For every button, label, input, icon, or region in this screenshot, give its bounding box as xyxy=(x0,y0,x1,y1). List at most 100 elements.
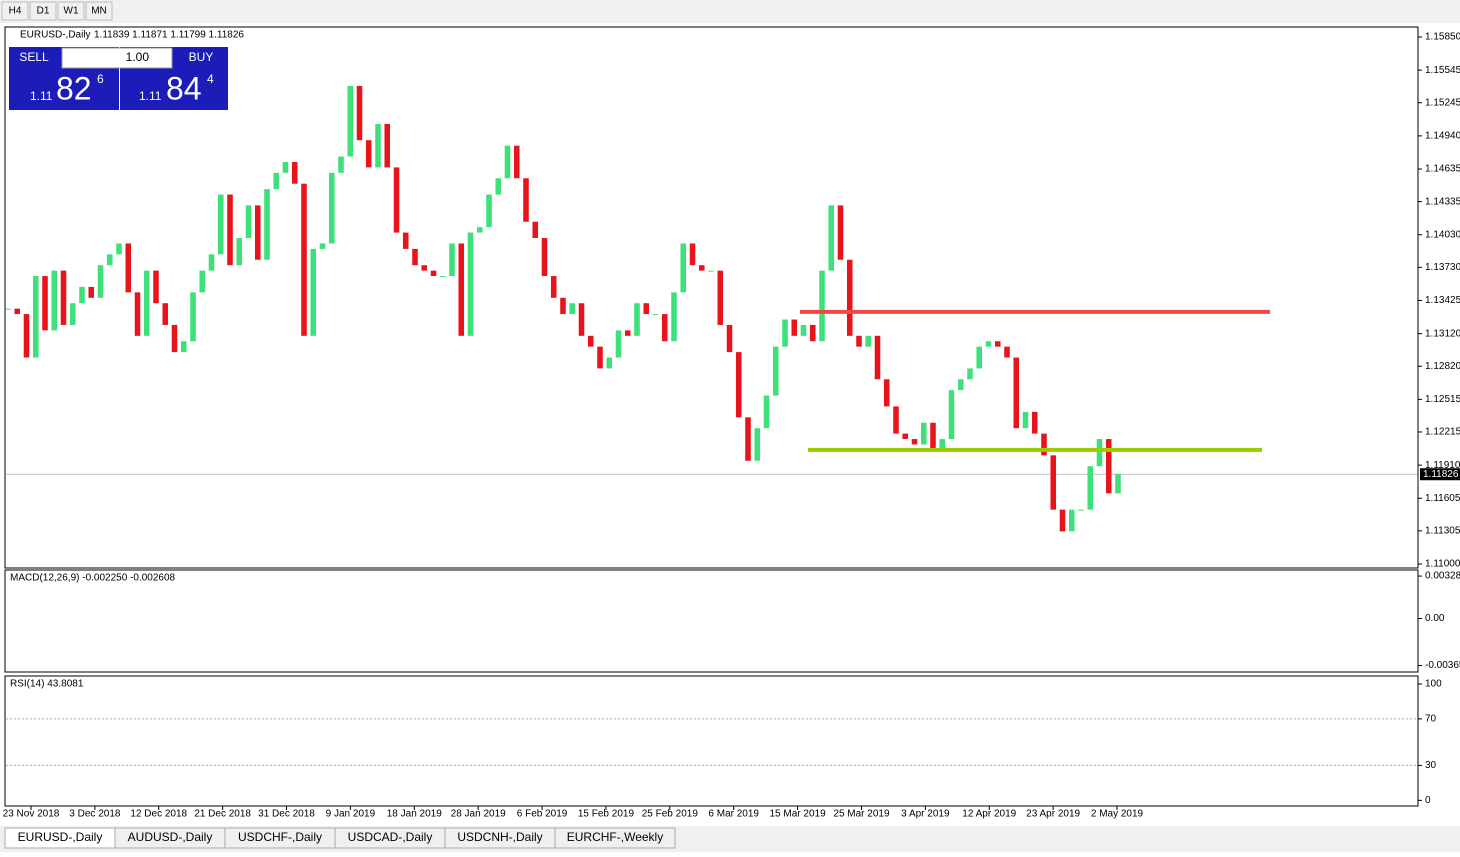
candle xyxy=(328,172,335,244)
candle xyxy=(79,286,85,304)
candle xyxy=(69,303,76,325)
candle xyxy=(735,352,742,418)
candle xyxy=(680,243,687,293)
price-panel xyxy=(4,26,1419,569)
candle xyxy=(541,238,548,277)
timeframe-label[interactable]: D1 xyxy=(37,6,50,17)
candle xyxy=(32,276,39,358)
x-tick-label: 28 Jan 2019 xyxy=(451,809,506,820)
candle xyxy=(254,205,261,260)
candle xyxy=(550,276,557,298)
y-tick-label: 1.15850 xyxy=(1425,32,1460,43)
candle xyxy=(513,145,520,179)
y-tick-label: -0.00365 xyxy=(1425,660,1460,671)
candle xyxy=(1013,357,1020,429)
candle xyxy=(217,194,224,255)
y-tick-label: 30 xyxy=(1425,760,1437,771)
y-tick-label: 1.12820 xyxy=(1425,361,1460,372)
x-tick-label: 12 Apr 2019 xyxy=(962,809,1016,820)
candle xyxy=(51,270,58,331)
y-tick-label: 70 xyxy=(1425,714,1437,725)
y-tick-label: 100 xyxy=(1425,679,1442,690)
candle xyxy=(1087,466,1094,510)
candle xyxy=(569,303,576,315)
y-tick-label: 1.14030 xyxy=(1425,229,1460,240)
toolbar xyxy=(0,0,1460,23)
candle xyxy=(97,265,104,298)
chart-tab-label[interactable]: USDCHF-,Daily xyxy=(238,830,322,844)
candle xyxy=(800,324,807,336)
candle xyxy=(384,123,391,168)
y-tick-label: 1.11910 xyxy=(1425,460,1460,471)
candle xyxy=(606,357,613,369)
candle xyxy=(421,265,428,271)
candle xyxy=(430,270,437,277)
x-tick-label: 18 Jan 2019 xyxy=(387,809,442,820)
y-tick-label: 1.11305 xyxy=(1425,525,1460,536)
candle xyxy=(1059,509,1066,532)
x-tick-label: 23 Apr 2019 xyxy=(1026,809,1080,820)
candle xyxy=(245,205,252,239)
candle xyxy=(1078,509,1084,511)
y-tick-label: 1.12515 xyxy=(1425,394,1460,405)
y-tick-label: 1.13120 xyxy=(1425,328,1460,339)
chart-tab-label[interactable]: AUDUSD-,Daily xyxy=(128,830,213,844)
macd-panel xyxy=(4,569,1419,673)
candle xyxy=(319,243,326,249)
candle xyxy=(467,232,474,336)
candle xyxy=(883,379,890,407)
candle xyxy=(116,243,122,255)
timeframe-button[interactable] xyxy=(57,1,85,21)
candle xyxy=(661,314,668,342)
candle xyxy=(523,178,529,222)
sell-button[interactable]: SELL xyxy=(19,50,49,64)
candle xyxy=(911,439,918,445)
candle xyxy=(208,254,215,271)
rsi-panel xyxy=(4,675,1419,807)
current-price-box xyxy=(1420,468,1460,481)
candle xyxy=(393,167,400,233)
buy-button[interactable]: BUY xyxy=(189,50,214,64)
x-tick-label: 15 Feb 2019 xyxy=(578,809,635,820)
candle xyxy=(782,319,788,347)
timeframe-button[interactable] xyxy=(85,1,113,21)
candle xyxy=(1115,473,1121,494)
chart-tab-label[interactable]: EURCHF-,Weekly xyxy=(567,830,663,844)
candle xyxy=(809,324,816,342)
candle xyxy=(846,259,853,336)
candle xyxy=(301,183,307,336)
chart-tab-label[interactable]: USDCAD-,Daily xyxy=(348,830,433,844)
timeframe-button[interactable] xyxy=(1,1,29,21)
lots-value[interactable]: 1.00 xyxy=(126,50,150,64)
candle xyxy=(5,308,11,310)
candle xyxy=(125,243,132,293)
candle xyxy=(439,276,446,278)
chart-tab-label[interactable]: EURUSD-,Daily xyxy=(18,830,103,844)
chart-tab-label[interactable]: USDCNH-,Daily xyxy=(457,830,542,844)
candle xyxy=(106,254,113,266)
timeframe-label[interactable]: W1 xyxy=(64,6,79,17)
y-tick-label: 1.15545 xyxy=(1425,65,1460,76)
x-tick-label: 21 Dec 2018 xyxy=(194,809,251,820)
timeframe-button[interactable] xyxy=(29,1,57,21)
x-tick-label: 3 Apr 2019 xyxy=(901,809,950,820)
candle xyxy=(985,341,992,347)
candle xyxy=(791,319,798,336)
candle xyxy=(745,417,751,461)
candle xyxy=(495,178,502,195)
timeframe-label[interactable]: MN xyxy=(91,6,107,17)
y-tick-label: 1.15245 xyxy=(1425,97,1460,108)
y-tick-label: 1.13730 xyxy=(1425,262,1460,273)
y-tick-label: 0.003287 xyxy=(1425,571,1460,582)
x-tick-label: 12 Dec 2018 xyxy=(130,809,187,820)
lots-input[interactable] xyxy=(61,47,173,69)
candle xyxy=(698,265,705,271)
timeframe-label[interactable]: H4 xyxy=(9,6,22,17)
chart-tab[interactable] xyxy=(554,827,676,849)
x-tick-label: 6 Mar 2019 xyxy=(708,809,759,820)
x-tick-label: 9 Jan 2019 xyxy=(326,809,376,820)
candle xyxy=(356,85,363,141)
candle xyxy=(874,335,881,380)
rsi-label: RSI(14) 43.8081 xyxy=(10,679,84,690)
